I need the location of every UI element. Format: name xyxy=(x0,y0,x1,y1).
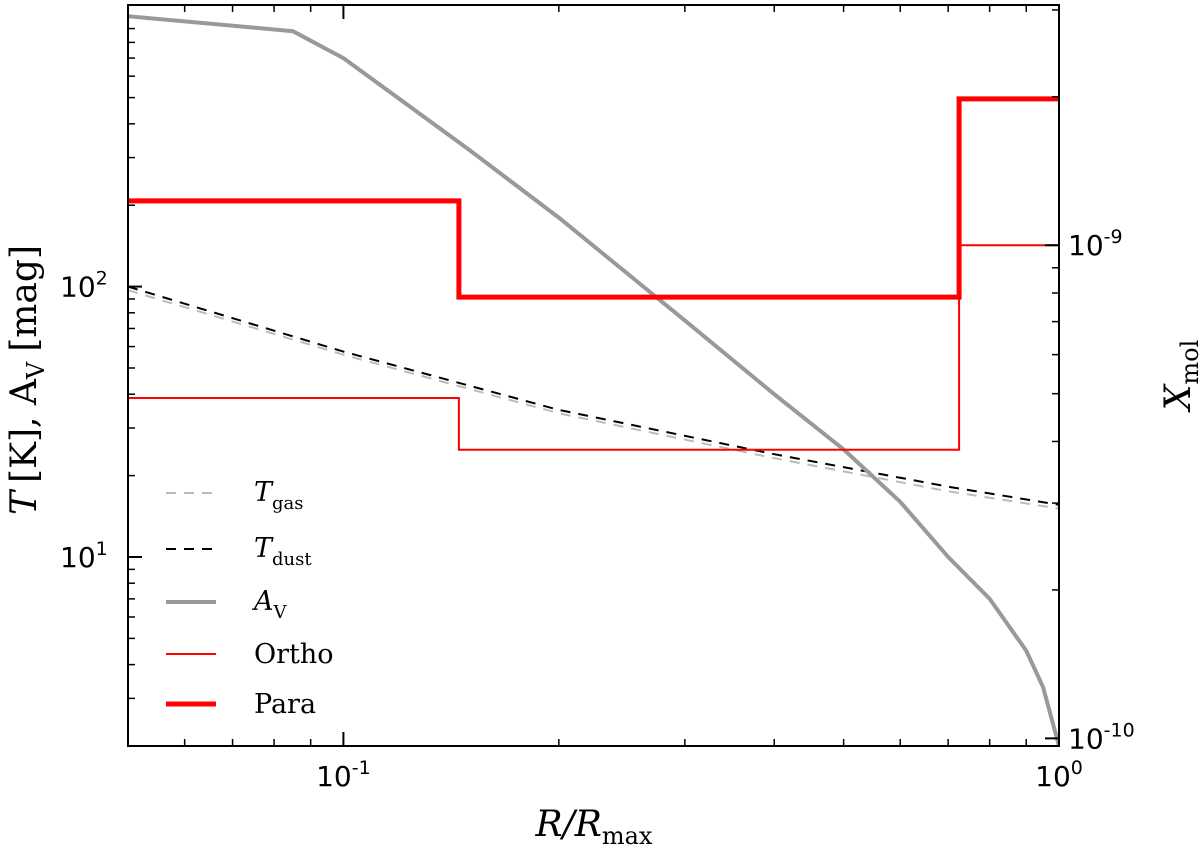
plot-background xyxy=(128,5,1059,746)
x-tick-label: 10-1 xyxy=(316,757,371,793)
legend-item-tdust: Tdust xyxy=(166,533,312,570)
x-axis-label-main: R/R xyxy=(535,804,602,845)
y2-tick-label-base: 10 xyxy=(1068,229,1104,262)
series-layer xyxy=(128,14,1059,746)
legend-label-ortho: Ortho xyxy=(254,639,334,670)
y2-tick-label-exp: -10 xyxy=(1104,719,1135,741)
legend-label-para: Para xyxy=(254,689,316,720)
y2-axis-label: Xmol xyxy=(1158,340,1200,414)
x-axis-label: R/Rmax xyxy=(535,804,653,847)
y-axis-label: T [K], AV [mag] xyxy=(4,245,50,515)
y-tick-label-exp: 1 xyxy=(96,538,108,560)
y2-tick-label-exp: -9 xyxy=(1104,226,1123,248)
y-axis-label-unit-sub: V xyxy=(22,361,50,380)
x-tick-label-exp: -1 xyxy=(352,757,371,779)
x-tick-label: 100 xyxy=(1035,757,1083,793)
legend-label-tgas: Tgas xyxy=(254,477,304,514)
legend-item-tgas: Tgas xyxy=(166,477,304,514)
y-axis-label-unit2: [mag] xyxy=(4,245,45,352)
legend-label-tdust: Tdust xyxy=(254,533,312,570)
series-tdust xyxy=(128,285,1059,506)
legend-item-para: Para xyxy=(166,689,316,720)
x-tick-label-exp: 0 xyxy=(1071,757,1083,779)
y-axis-label-unit: [K], A xyxy=(4,378,45,483)
series-para xyxy=(128,96,1059,300)
legend-item-av: AV xyxy=(166,586,288,623)
y-tick-label-exp: 2 xyxy=(96,268,108,290)
y2-axis-label-main: X xyxy=(1158,383,1199,413)
y-tick-label-base: 10 xyxy=(60,541,96,574)
legend: Tgas Tdust AV Ortho Para xyxy=(166,477,334,720)
y-axis-label-main: T xyxy=(4,488,45,515)
series-av xyxy=(128,14,1059,746)
x-tick-label-base: 10 xyxy=(1035,760,1071,793)
series-tgas xyxy=(128,289,1059,510)
legend-label-av: AV xyxy=(251,586,288,623)
y-tick-label: 102 xyxy=(60,268,108,304)
legend-item-ortho: Ortho xyxy=(166,639,334,670)
y2-tick-label: 10-10 xyxy=(1068,719,1135,755)
y-tick-label: 101 xyxy=(60,538,108,574)
plot-frame xyxy=(127,4,1060,747)
y-tick-label-base: 10 xyxy=(60,271,96,304)
y2-axis-label-sub: mol xyxy=(1176,340,1200,385)
series-ortho xyxy=(128,244,1059,451)
x-axis-label-sub: max xyxy=(602,822,653,847)
y2-tick-label: 10-9 xyxy=(1068,226,1123,262)
y2-tick-label-base: 10 xyxy=(1068,722,1104,755)
x-tick-label-base: 10 xyxy=(316,760,352,793)
